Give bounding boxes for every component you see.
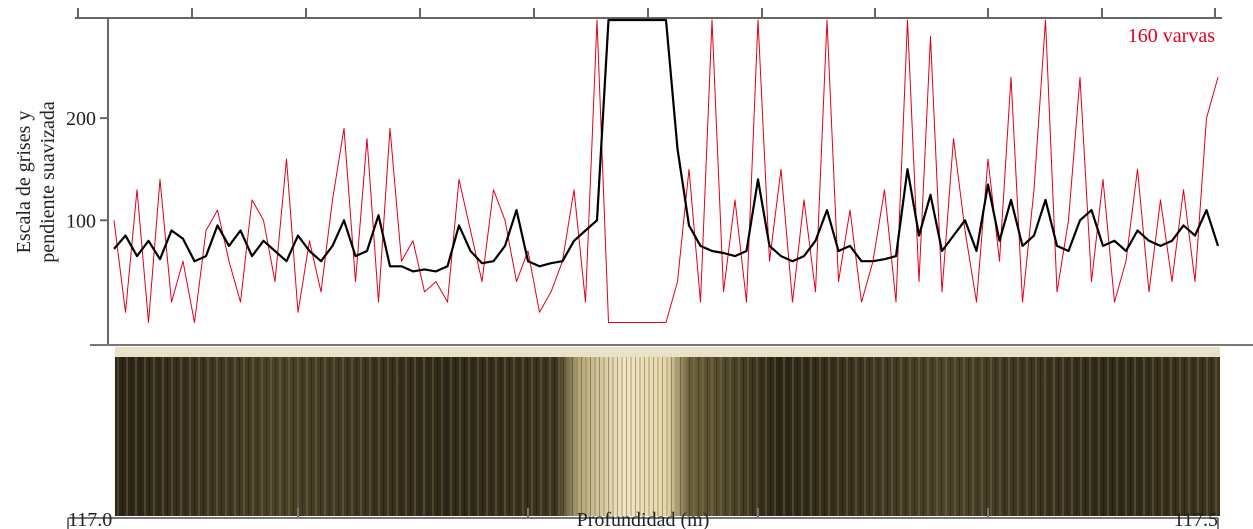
y-tick-label: 100 xyxy=(66,210,96,232)
annotation: 160 varvas xyxy=(1128,25,1215,47)
series-line xyxy=(113,19,1219,323)
y-tick-label: 200 xyxy=(66,108,96,130)
y-axis-label: pendiente suavizada xyxy=(37,101,59,263)
top-axis xyxy=(75,8,1222,19)
plot xyxy=(113,18,1220,323)
y-axis-label: Escala de grises y xyxy=(13,111,35,254)
core-image xyxy=(115,347,1220,516)
x-tick-label: 117.5 xyxy=(1174,509,1218,529)
x-axis-label: Profundidad (m) xyxy=(577,509,710,529)
x-tick-label: 117.0 xyxy=(68,509,112,529)
series-line xyxy=(113,18,1220,273)
